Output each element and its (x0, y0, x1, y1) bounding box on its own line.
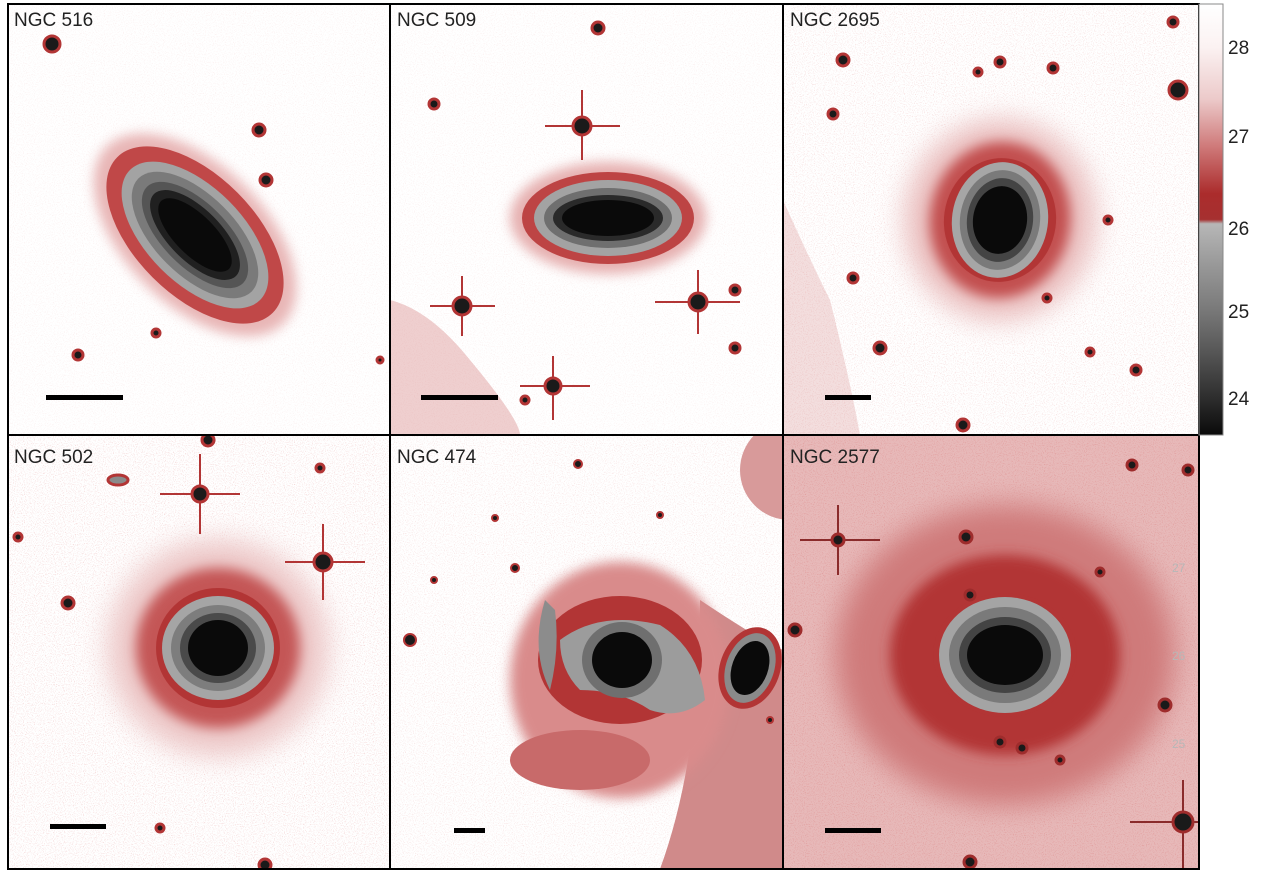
faint-label-27: 27 (1172, 561, 1186, 575)
foreground-stars (403, 459, 774, 724)
surface-brightness-colorbar: 28 27 26 25 24 (1198, 3, 1250, 436)
foreground-stars (12, 435, 334, 869)
faint-label-25: 25 (1172, 737, 1186, 751)
panel-label-ngc-2577: NGC 2577 (790, 447, 880, 468)
panel-ngc-502 (8, 435, 390, 869)
galaxy-shells (510, 562, 730, 798)
panel-label-ngc-509: NGC 509 (397, 10, 476, 31)
panel-ngc-2695 (783, 4, 1199, 435)
scale-bar (454, 828, 485, 833)
colorbar-tick-25: 25 (1228, 302, 1249, 323)
foreground-stars (787, 458, 1195, 869)
panel-ngc-474 (390, 435, 783, 869)
colorbar-tick-27: 27 (1228, 127, 1249, 148)
panel-label-ngc-516: NGC 516 (14, 10, 93, 31)
colorbar-tick-24: 24 (1228, 389, 1250, 410)
galaxy-isophotes (108, 540, 328, 756)
galaxy-isophotes (510, 162, 706, 274)
panel-label-ngc-2695: NGC 2695 (790, 10, 880, 31)
foreground-stars (427, 20, 742, 406)
panel-label-ngc-502: NGC 502 (14, 447, 93, 468)
panel-label-ngc-474: NGC 474 (397, 447, 477, 468)
companion-galaxy (718, 627, 782, 709)
scale-bar (825, 828, 881, 833)
scale-bar (46, 395, 123, 400)
colorbar-gradient (1198, 3, 1224, 436)
panel-ngc-509 (390, 4, 783, 435)
foreground-stars (826, 15, 1189, 433)
scale-bar (825, 395, 871, 400)
galaxy-isophotes (904, 120, 1096, 320)
scale-bar (421, 395, 498, 400)
panel-ngc-516 (8, 4, 390, 435)
colorbar-tick-28: 28 (1228, 38, 1249, 59)
colorbar-tick-26: 26 (1228, 219, 1249, 240)
scale-bar (50, 824, 106, 829)
panel-ngc-2577: 27 26 25 (783, 435, 1199, 869)
faint-label-26: 26 (1172, 649, 1186, 663)
panel-frames (7, 3, 1200, 870)
galaxy-isophotes (93, 133, 297, 337)
foreground-stars (42, 34, 385, 365)
galaxy-isophotes (835, 505, 1175, 805)
